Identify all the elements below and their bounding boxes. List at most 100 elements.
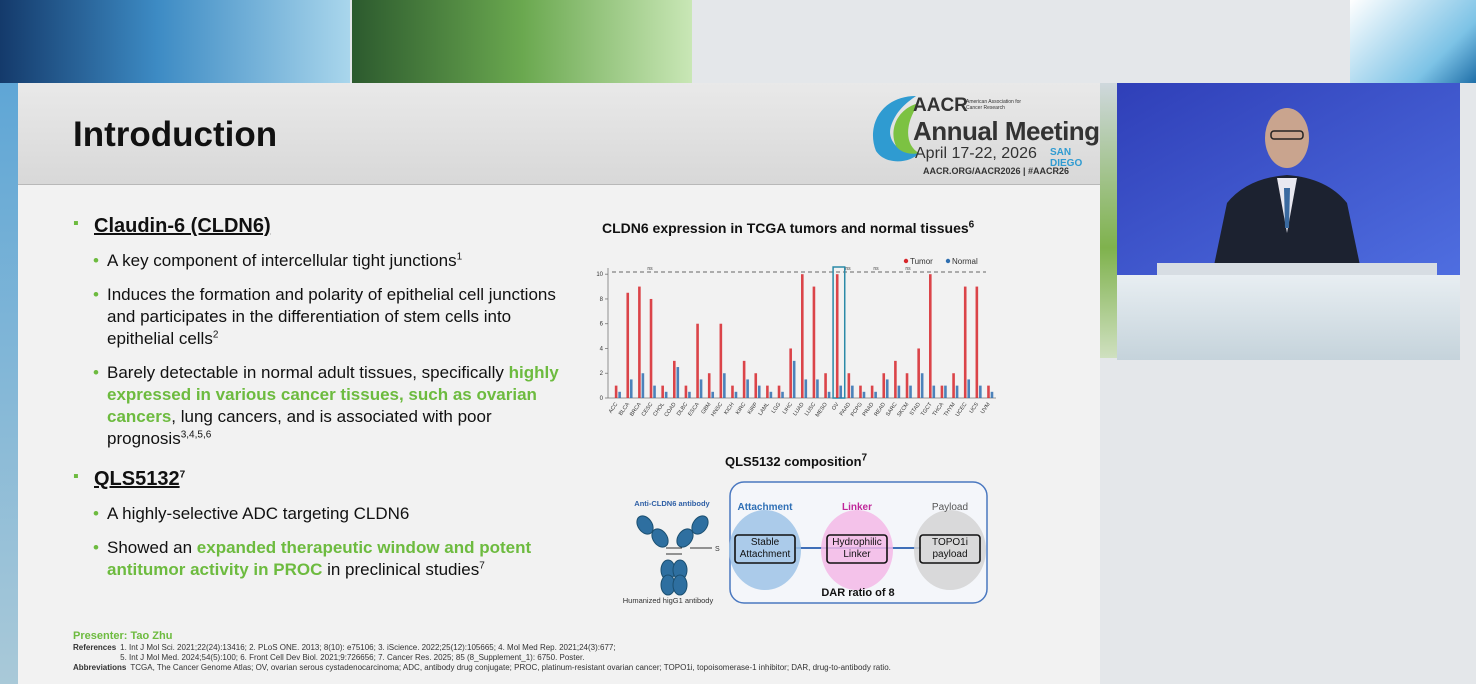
component-circle [914,510,986,590]
expression-strip [851,385,854,398]
logo-org: AACR [913,95,968,116]
expression-strip [967,379,971,398]
video-bottom [1117,275,1460,360]
section-items: A key component of intercellular tight j… [73,250,573,450]
composition-title-text: QLS5132 composition [725,454,862,469]
antibody-domain [636,515,654,535]
text-run: Showed an [107,538,197,557]
abbreviations-label: Abbreviations [73,663,127,672]
significance-label: ns [647,266,653,272]
x-tick-label: HNSC [710,402,724,418]
expression-strip [885,379,889,398]
expression-strip [673,360,676,398]
component-circle [729,510,801,590]
expression-strip [649,298,653,398]
banner-image [0,0,350,83]
expression-strip [862,391,866,398]
x-tick-label: UCEC [955,402,969,418]
logo-dates: April 17-22, 2026 [915,145,1037,162]
expression-strip [629,379,633,398]
expression-strip [804,379,808,398]
expression-strip [746,379,749,398]
expression-strip [801,274,804,398]
expression-strip [742,360,746,398]
expression-strip [688,391,691,398]
expression-strip [789,348,792,398]
legend-label: Normal [952,257,978,266]
component-box-text: Hydrophilic Linker [832,537,882,560]
bullet-item: Showed an expanded therapeutic window an… [93,537,562,581]
text-run: A key component of intercellular tight j… [107,251,457,270]
expression-strip [909,385,912,398]
expression-strip [664,391,668,398]
antibody-label: Anti-CLDN6 antibody [634,499,710,508]
expression-strip [754,373,758,398]
text-run: expanded therapeutic window and potent a… [107,538,532,579]
expression-strip [676,367,680,398]
slide-header: Introduction AACR American Association f… [18,83,1100,185]
presenter: Presenter: Tao Zhu [73,630,173,642]
expression-strip [839,385,843,398]
antibody-domain [691,515,709,535]
antibody-domain [672,574,688,596]
text-run: in preclinical studies [322,560,480,579]
chart-title: CLDN6 expression in TCGA tumors and norm… [602,220,974,236]
y-tick-label: 8 [600,297,604,303]
x-tick-label: PCPG [850,402,864,418]
bullet-item: A key component of intercellular tight j… [93,250,562,272]
significance-label: ns [845,266,851,272]
component-box-text: TOPO1i payload [932,537,968,560]
x-tick-label: ACC [608,402,620,415]
expression-strip [990,391,994,398]
bond-label: S [715,546,720,553]
expression-strip [723,373,726,398]
footer: Presenter: Tao Zhu References 1. Int J M… [73,629,891,673]
antibody-domain [651,528,669,548]
dar-label: DAR ratio of 8 [821,587,894,599]
expression-strip [684,385,688,398]
highlight-box [832,266,846,399]
abbreviations: Abbreviations TCGA, The Cancer Genome At… [73,663,891,673]
component-box-text: Stable Attachment [740,537,791,560]
expression-strip [618,391,621,398]
section-heading: Claudin-6 (CLDN6) [73,215,573,238]
component-box-label: Hydrophilic Linker [832,537,882,560]
expression-strip [731,385,734,398]
x-tick-label: ESCA [687,401,701,417]
expression-strip [638,286,641,398]
expression-strip [847,373,851,398]
expression-strip [917,348,920,398]
bullet-sections: Claudin-6 (CLDN6) A key component of inte… [73,215,573,599]
references: References 1. Int J Mol Sci. 2021;22(24)… [73,643,891,663]
expression-strip [929,274,932,398]
text-run: 7 [179,469,186,481]
expression-strip [614,385,618,398]
x-tick-label: LUAD [792,402,805,417]
expression-strip [792,360,796,398]
text-run: Induces the formation and polarity of ep… [107,285,556,348]
expression-strip [699,379,703,398]
logo-org-full: American Association for Cancer Research [966,99,1022,111]
significance-label: ns [873,266,879,272]
text-run: Barely detectable in normal adult tissue… [107,363,509,382]
expression-strip [757,385,761,398]
logo-event: Annual Meeting [913,116,1100,146]
x-tick-label: COAD [664,402,678,418]
bullet-item: Induces the formation and polarity of ep… [93,284,562,350]
text-run: QLS5132 [94,468,180,490]
text-run: 7 [479,560,485,572]
legend-label: Tumor [910,257,933,266]
expression-strip [882,373,886,398]
expression-strip [859,385,862,398]
expression-strip [940,385,944,398]
expression-strip [653,385,656,398]
expression-strip [979,385,982,398]
expression-strip [641,373,645,398]
composition-title: QLS5132 composition7 [725,453,867,469]
text-run: , lung cancers, and is associated with p… [107,407,492,448]
component-box-label: TOPO1i payload [932,537,968,560]
expression-strip [711,391,715,398]
banner-image [352,0,692,83]
antibody-type: Humanized higG1 antibody [623,596,714,605]
expression-strip [905,373,909,398]
